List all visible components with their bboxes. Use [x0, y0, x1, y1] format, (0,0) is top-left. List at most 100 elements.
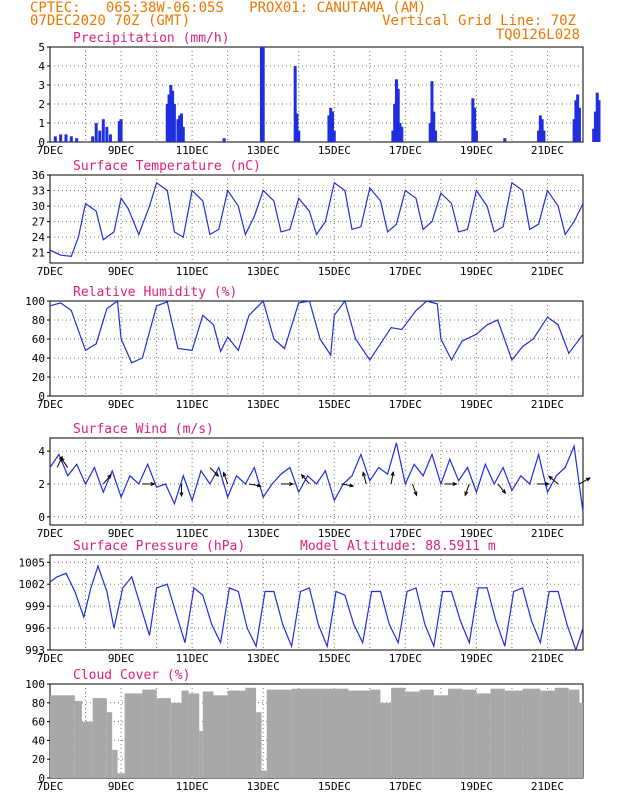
precip-bar [94, 123, 98, 142]
wind-vector [60, 457, 69, 468]
x-tick-label: 15DEC [318, 265, 351, 278]
cloud-bar [554, 687, 569, 778]
wind-vector [362, 472, 367, 485]
precip-bar [172, 104, 176, 142]
cloud-bar [568, 689, 580, 778]
wind-vector [341, 483, 354, 487]
cloud-bar [256, 712, 262, 778]
x-tick-label: 19DEC [460, 652, 493, 665]
y-tick-label: 24 [32, 231, 46, 244]
series-line [49, 564, 584, 652]
x-tick-label: 11DEC [176, 527, 209, 540]
precip-bar [391, 130, 395, 142]
panel-title: Cloud Cover (%) [73, 668, 190, 683]
cloud-bar [522, 688, 541, 778]
x-tick-label: 17DEC [389, 144, 422, 157]
cloud-bar [476, 693, 491, 778]
cloud-bar [106, 712, 113, 778]
y-tick-label: 100 [25, 678, 45, 691]
y-tick-label: 33 [32, 185, 45, 198]
precip-bar [69, 136, 73, 142]
cloud-bar [181, 690, 189, 778]
cloud-bar [245, 687, 257, 778]
cloud-bar [405, 691, 420, 778]
y-tick-label: 100 [25, 295, 45, 308]
x-tick-label: 19DEC [460, 780, 493, 793]
cloud-bar [227, 690, 246, 778]
x-tick-label: 17DEC [389, 265, 422, 278]
wind-vector [102, 474, 112, 485]
precip-bar [179, 113, 183, 142]
x-tick-label: 7DEC [37, 265, 64, 278]
panel-frame [49, 554, 584, 651]
precip-bar [171, 90, 175, 142]
x-tick-label: 15DEC [318, 780, 351, 793]
precip-bar [329, 107, 333, 142]
precip-bar [540, 119, 544, 142]
cloud-bar [447, 688, 463, 778]
wind-vector [579, 477, 591, 485]
wind-arrowhead [413, 491, 418, 497]
panel-frame [49, 300, 584, 397]
precip-bar [332, 130, 336, 142]
precip-bar [178, 115, 182, 142]
panel-title: Precipitation (mm/h) [73, 31, 230, 46]
y-tick-label: 40 [32, 352, 45, 365]
precip-bar [577, 107, 581, 142]
cloud-bar [50, 695, 75, 778]
y-tick-label: 60 [32, 333, 45, 346]
precip-bar [108, 134, 112, 142]
cloud-bar [291, 688, 321, 778]
header-line1: CPTEC: 065:38W-06:05S PROX01: CANUTAMA (… [30, 0, 427, 16]
panel-3: 0 2 4 7DEC 9DEC 11DEC 13DEC 15DEC 17DEC 19DEC 21DE… [37, 422, 591, 540]
cloud-bar [199, 731, 203, 778]
precip-bar [538, 115, 542, 142]
precip-bar [400, 126, 404, 142]
cloud-bar [462, 689, 477, 778]
x-tick-label: 11DEC [176, 652, 209, 665]
precip-bar [295, 113, 299, 142]
x-tick-label: 17DEC [389, 398, 422, 411]
y-tick-label: 1 [38, 117, 45, 130]
cloud-bar [266, 689, 292, 778]
x-tick-label: 13DEC [247, 527, 280, 540]
cloud-bar [112, 749, 118, 778]
x-tick-label: 13DEC [247, 265, 280, 278]
precip-bar [537, 130, 541, 142]
precip-bar [165, 104, 169, 142]
x-tick-label: 19DEC [460, 265, 493, 278]
cloud-bar [81, 721, 93, 778]
wind-arrowhead [362, 471, 366, 477]
wind-arrowhead [150, 481, 156, 486]
wind-arrowhead [289, 481, 295, 486]
x-tick-label: 15DEC [318, 144, 351, 157]
precip-bar [119, 119, 123, 142]
wind-vector [301, 474, 310, 485]
panel-title: Surface Temperature (nC) [73, 159, 261, 174]
y-tick-label: 996 [25, 622, 45, 635]
panel-2: 0 20 40 60 80 100 7DEC 9DEC 11DEC 13DEC 15DEC 17DEC… [25, 285, 584, 411]
precip-bar [595, 92, 599, 142]
x-tick-label: 17DEC [389, 652, 422, 665]
precip-bar [398, 123, 402, 142]
x-tick-label: 21DEC [531, 398, 564, 411]
precip-bar [259, 47, 263, 142]
wind-vector [248, 483, 261, 487]
wind-arrowhead [256, 483, 263, 488]
wind-arrowhead [464, 491, 469, 497]
y-tick-label: 80 [32, 314, 45, 327]
x-tick-label: 21DEC [531, 652, 564, 665]
precip-bar [98, 130, 102, 142]
cloud-bar [124, 693, 143, 778]
wind-vector [548, 475, 559, 485]
precip-bar [105, 126, 109, 142]
cloud-bar [261, 770, 267, 778]
wind-arrowhead [107, 473, 112, 479]
precip-bar [474, 130, 478, 142]
cloud-bar [170, 702, 182, 778]
x-tick-label: 21DEC [531, 780, 564, 793]
wind-arrowhead [585, 477, 591, 482]
y-tick-label: 0 [38, 390, 45, 403]
cloud-bar [74, 700, 82, 778]
y-tick-label: 30 [32, 200, 45, 213]
